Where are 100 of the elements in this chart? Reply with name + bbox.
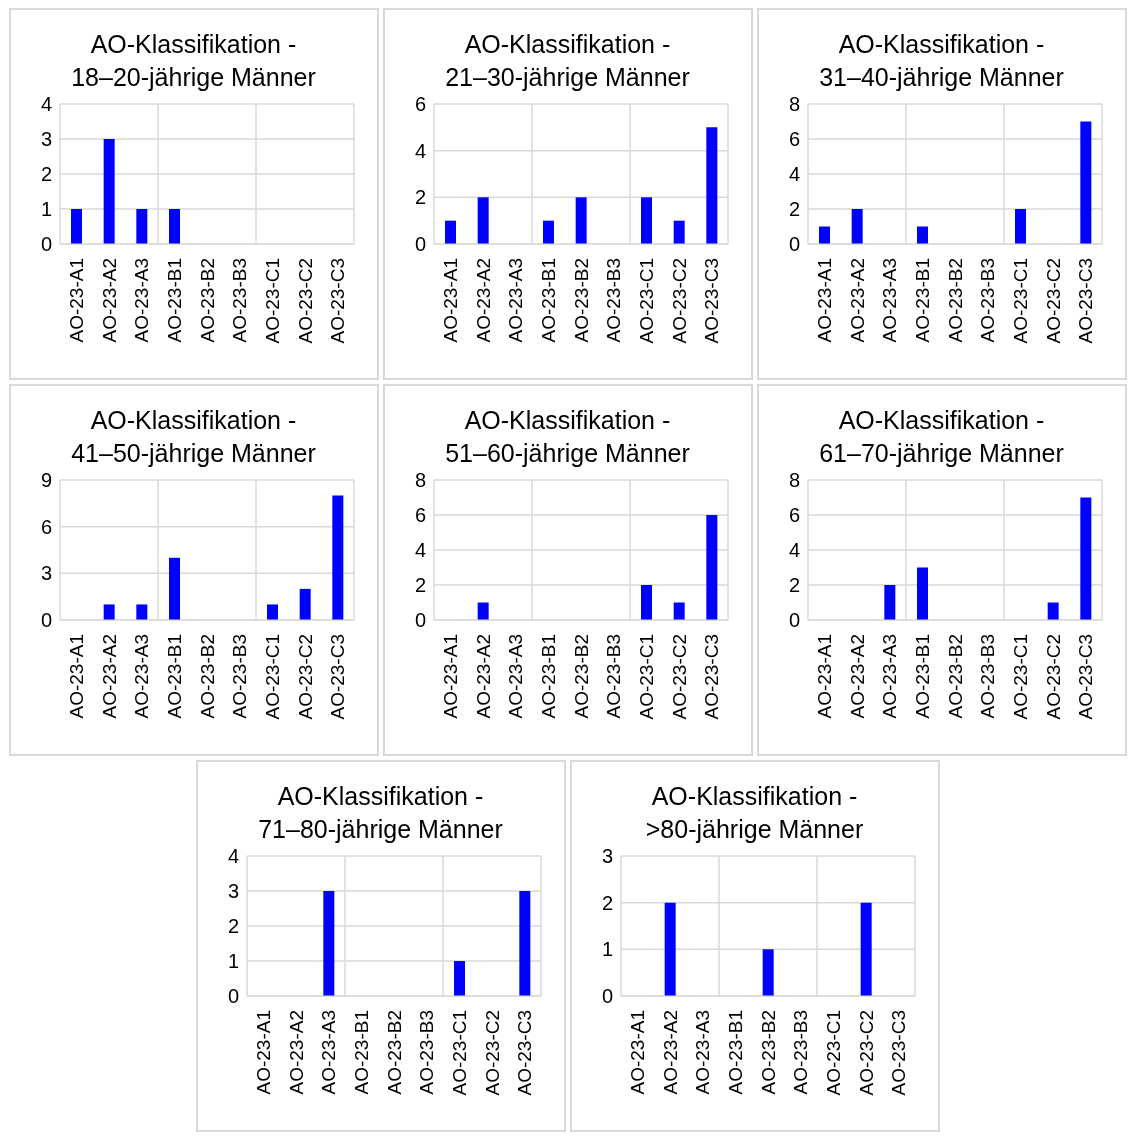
- x-tick-label: AO-23-A2: [659, 1010, 680, 1095]
- x-tick-label: AO-23-C1: [261, 634, 283, 720]
- x-tick-label: AO-23-B1: [911, 258, 933, 343]
- x-tick-label: AO-23-C2: [855, 1010, 876, 1096]
- y-tick-label: 4: [40, 93, 52, 116]
- y-tick-label: 2: [788, 574, 800, 597]
- x-tick-label: AO-23-C2: [294, 258, 315, 344]
- y-tick-label: 6: [414, 93, 426, 116]
- y-tick-label: 2: [227, 915, 239, 938]
- x-tick-label: AO-23-C2: [1042, 258, 1063, 344]
- x-tick-label: AO-23-B3: [976, 634, 998, 719]
- x-tick-label: AO-23-B2: [570, 258, 591, 343]
- x-tick-label: AO-23-A3: [504, 258, 526, 343]
- x-tick-label: AO-23-C2: [1042, 634, 1063, 720]
- y-tick-label: 4: [414, 139, 426, 162]
- x-tick-label: AO-23-B1: [350, 1010, 372, 1095]
- y-tick-label: 3: [40, 562, 52, 585]
- x-tick-label: AO-23-A1: [65, 634, 87, 719]
- x-tick-label: AO-23-C2: [668, 634, 689, 720]
- x-tick-label: AO-23-C3: [887, 1010, 909, 1096]
- x-tick-label: AO-23-A2: [98, 634, 119, 719]
- x-tick-label: AO-23-C3: [326, 258, 348, 344]
- x-tick-label: AO-23-B1: [537, 258, 559, 343]
- y-tick-label: 0: [414, 233, 426, 256]
- x-tick-label: AO-23-C3: [326, 634, 348, 720]
- x-tick-label: AO-23-B3: [415, 1010, 437, 1095]
- y-tick-label: 4: [788, 163, 800, 186]
- bar: [477, 602, 489, 620]
- y-tick-label: 2: [40, 163, 52, 186]
- bar: [299, 588, 311, 620]
- bar: [673, 602, 685, 620]
- x-tick-label: AO-23-C2: [294, 634, 315, 720]
- x-tick-label: AO-23-C2: [481, 1010, 502, 1096]
- y-tick-label: 2: [414, 186, 426, 209]
- chart-title: AO-Klassifikation - 51–60-jährige Männer: [445, 405, 690, 469]
- y-tick-label: 4: [227, 845, 239, 868]
- y-tick-label: 2: [414, 574, 426, 597]
- y-tick-label: 3: [227, 880, 239, 903]
- y-tick-label: 8: [414, 469, 426, 492]
- x-tick-label: AO-23-B3: [228, 634, 250, 719]
- bar: [1079, 497, 1091, 620]
- x-tick-label: AO-23-A1: [439, 634, 461, 719]
- bar: [705, 127, 717, 244]
- x-tick-label: AO-23-B2: [944, 258, 965, 343]
- x-tick-label: AO-23-A1: [252, 1010, 274, 1095]
- x-tick-label: AO-23-A2: [846, 634, 867, 719]
- x-tick-label: AO-23-A1: [65, 258, 87, 343]
- bar: [1014, 209, 1026, 244]
- y-tick-label: 6: [788, 128, 800, 151]
- x-tick-label: AO-23-B3: [789, 1010, 811, 1095]
- x-tick-label: AO-23-B2: [757, 1010, 778, 1095]
- y-tick-label: 9: [40, 469, 52, 492]
- y-tick-label: 8: [788, 93, 800, 116]
- bar: [477, 197, 489, 244]
- x-tick-label: AO-23-C3: [1074, 258, 1096, 344]
- x-tick-label: AO-23-A2: [285, 1010, 306, 1095]
- x-tick-label: AO-23-A1: [813, 258, 835, 343]
- y-tick-label: 6: [414, 504, 426, 527]
- bar: [640, 197, 652, 244]
- y-tick-label: 0: [788, 609, 800, 632]
- y-tick-label: 0: [414, 609, 426, 632]
- chart-title: AO-Klassifikation - 41–50-jährige Männer: [71, 405, 316, 469]
- bar: [883, 585, 895, 620]
- x-tick-label: AO-23-C1: [1009, 258, 1031, 344]
- bar: [1079, 121, 1091, 244]
- bar: [103, 604, 115, 620]
- x-tick-label: AO-23-B2: [196, 634, 217, 719]
- bar: [818, 226, 830, 244]
- bar: [916, 226, 928, 244]
- x-tick-label: AO-23-A2: [98, 258, 119, 343]
- x-tick-label: AO-23-B2: [196, 258, 217, 343]
- x-tick-label: AO-23-A3: [691, 1010, 713, 1095]
- y-tick-label: 1: [601, 938, 613, 961]
- x-tick-label: AO-23-C1: [448, 1010, 470, 1096]
- bar: [1047, 602, 1059, 620]
- y-tick-label: 0: [40, 233, 52, 256]
- y-tick-label: 2: [601, 891, 613, 914]
- x-tick-label: AO-23-A1: [439, 258, 461, 343]
- x-tick-label: AO-23-B3: [602, 258, 624, 343]
- x-tick-label: AO-23-B1: [163, 258, 185, 343]
- x-tick-label: AO-23-B2: [944, 634, 965, 719]
- x-tick-label: AO-23-A2: [472, 258, 493, 343]
- y-tick-label: 1: [227, 950, 239, 973]
- x-tick-label: AO-23-B3: [228, 258, 250, 343]
- x-tick-label: AO-23-A3: [130, 258, 152, 343]
- x-tick-label: AO-23-A1: [813, 634, 835, 719]
- x-tick-label: AO-23-B2: [383, 1010, 404, 1095]
- x-tick-label: AO-23-B1: [911, 634, 933, 719]
- x-tick-label: AO-23-A2: [846, 258, 867, 343]
- bar: [135, 604, 147, 620]
- y-tick-label: 3: [40, 128, 52, 151]
- y-tick-label: 3: [601, 845, 613, 868]
- bar: [916, 567, 928, 620]
- bar: [444, 220, 456, 244]
- x-tick-label: AO-23-C3: [1074, 634, 1096, 720]
- chart-title: AO-Klassifikation - 61–70-jährige Männer: [819, 405, 1064, 469]
- x-tick-label: AO-23-C1: [635, 258, 657, 344]
- y-tick-label: 1: [40, 198, 52, 221]
- y-tick-label: 0: [40, 609, 52, 632]
- bar: [705, 515, 717, 620]
